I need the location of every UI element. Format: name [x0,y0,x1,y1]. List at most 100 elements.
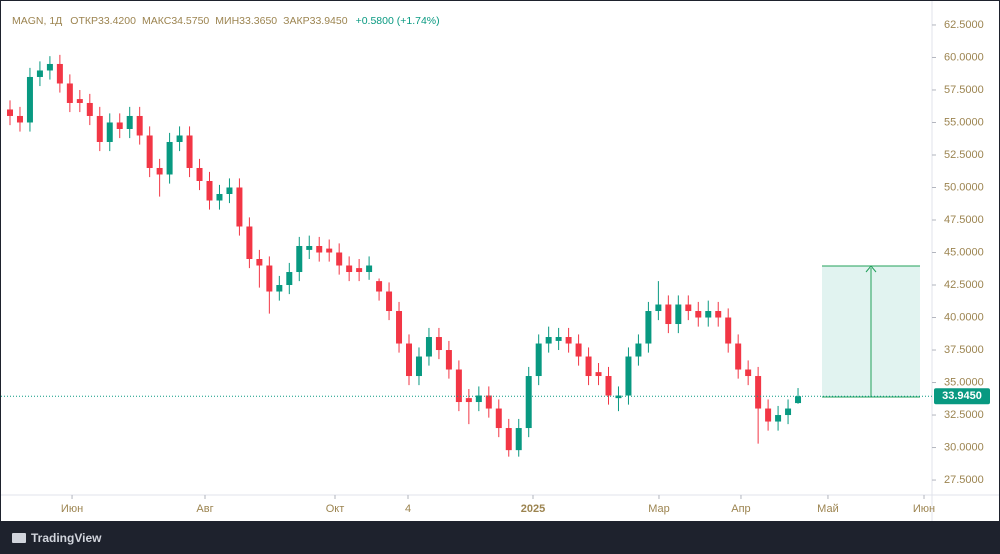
y-tick-label: 55.0000 [944,116,984,128]
candle-body [495,408,502,429]
candle-body [735,343,742,370]
candle-body [126,115,133,129]
candle-body [555,337,562,341]
candle-body [376,281,383,292]
candle-body [116,122,123,129]
candle-body [26,76,33,123]
candle-body [775,415,782,422]
candle-body [455,369,462,403]
candle-body [386,291,393,312]
field-label: ОТКР [70,15,98,27]
candle-body [535,343,542,377]
x-tick-label: 2025 [521,503,545,515]
last-price-label: 33.9450 [942,390,982,402]
candle-body [286,272,293,286]
logo-icon [12,533,26,543]
y-tick-label: 47.5000 [944,214,984,226]
candle-body [705,311,712,318]
field-value: 33.4200 [98,15,136,27]
y-tick-label: 62.5000 [944,19,984,31]
brand: TradingView [31,531,102,545]
x-tick-label: Мар [648,503,670,515]
candle-body [515,428,522,451]
candle-body [585,356,592,377]
y-tick-label: 30.0000 [944,441,984,453]
candle-body [216,193,223,201]
candle-body [266,265,273,292]
candle-body [246,226,253,260]
x-tick-label: Апр [731,503,750,515]
candle-body [765,408,772,422]
candle-body [665,304,672,325]
last-price-box [934,388,990,405]
candle-body [96,115,103,142]
y-tick-label: 42.5000 [944,279,984,291]
y-tick-label: 57.5000 [944,84,984,96]
candle-body [406,343,413,377]
candle-body [66,83,73,103]
candle-body [196,167,203,181]
candle-body [7,109,13,116]
field-value: 33.9450 [310,15,348,27]
candle-body [755,376,762,409]
y-tick-label: 50.0000 [944,181,984,193]
x-tick-label: Июн [61,503,83,515]
candle-body [336,252,343,266]
candle-body [595,372,602,377]
candle-body [575,343,582,357]
candle-body [695,311,702,318]
candle-body [176,135,183,142]
legend: MAGN, 1Д ОТКР 33.4200 МАКС 34.5750 МИН 33.3650… [12,15,440,27]
symbol: MAGN, 1Д [12,15,62,27]
candle-body [156,167,163,175]
candle-body [685,304,692,312]
candle-body [16,115,23,123]
candle-body [725,317,732,344]
y-tick-label: 35.0000 [944,376,984,388]
candle-body [206,180,213,201]
candle-body [795,396,802,404]
candle-body [675,304,682,325]
chart-background [1,1,999,521]
candle-body [525,376,532,429]
x-tick-label: Май [817,503,839,515]
y-tick-label: 52.5000 [944,149,984,161]
candle-body [366,265,373,273]
candle-body [635,343,642,357]
candle-body [645,311,652,344]
candle-body [465,398,472,403]
candle-body [56,63,63,84]
candle-body [655,304,662,312]
x-tick-label: Авг [196,503,213,515]
y-tick-label: 45.0000 [944,246,984,258]
candle-body [306,246,313,250]
field-value: 34.5750 [171,15,209,27]
x-tick-label: Окт [326,503,345,515]
change: +0.5800 (+1.74%) [356,15,440,27]
candle-body [785,408,792,416]
plot-area [7,54,802,457]
candle-body [76,99,83,103]
footer-logo: TradingView [12,531,102,545]
candle-body [186,135,193,168]
field-label: МИН [215,15,239,27]
field-label: ЗАКР [283,15,309,27]
candle-body [415,356,422,377]
candle-body [346,265,353,273]
x-tick-label: 4 [405,503,411,515]
candle-body [605,376,612,396]
candle-body [485,395,492,409]
candle-body [86,102,93,116]
candle-body [445,350,452,370]
x-tick-label: Июн [913,503,935,515]
field-value: 33.3650 [239,15,277,27]
candle-body [396,311,403,344]
y-tick-label: 37.5000 [944,344,984,356]
candle-body [425,337,432,357]
candle-body [356,268,363,273]
candle-body [226,187,233,194]
candle-body [745,369,752,377]
candle-body [545,337,552,344]
